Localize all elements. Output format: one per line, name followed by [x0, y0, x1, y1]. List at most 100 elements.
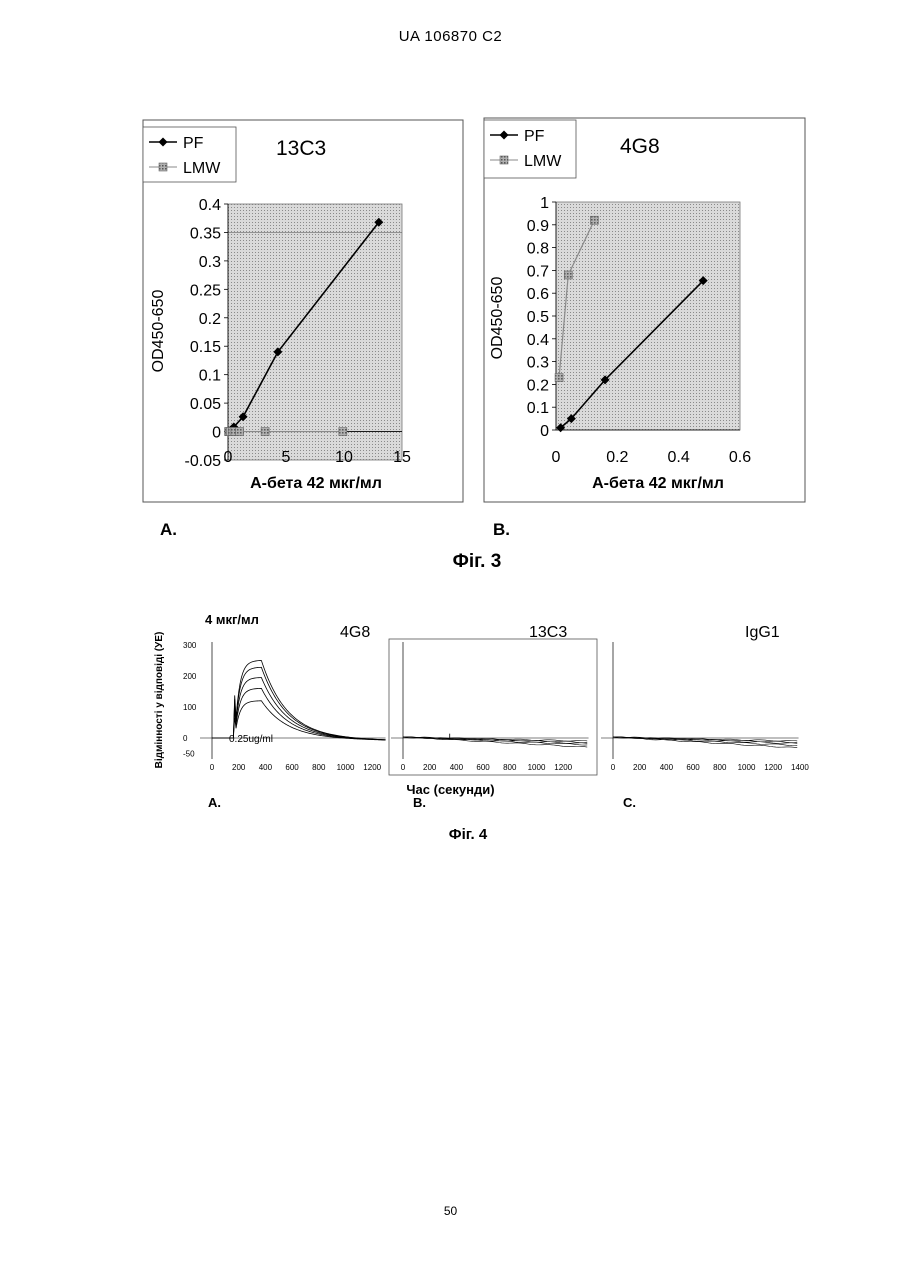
plot-area — [228, 204, 402, 460]
y-axis-label: OD450-650 — [150, 290, 167, 373]
y-tick-label: 200 — [183, 672, 197, 681]
x-tick-label: 0 — [611, 763, 616, 772]
y-tick-label: 0.3 — [199, 254, 221, 271]
y-tick-label: -0.05 — [185, 453, 222, 470]
x-tick-label: 400 — [450, 763, 464, 772]
y-tick-label: 0.9 — [527, 218, 549, 235]
figure-4-caption: Фіг. 4 — [0, 826, 901, 843]
figure-4-concentration: 4 мкг/мл — [205, 612, 259, 627]
x-tick-label: 5 — [282, 449, 291, 466]
x-tick-label: 400 — [259, 763, 273, 772]
x-tick-label: 800 — [713, 763, 727, 772]
x-tick-label: 800 — [312, 763, 326, 772]
x-tick-label: 0.2 — [606, 449, 628, 466]
data-point-lmw — [339, 428, 347, 436]
x-tick-label: 10 — [335, 449, 353, 466]
y-axis-label: Відмінності у відповіді (УЕ) — [154, 632, 165, 769]
x-tick-label: 1000 — [337, 763, 355, 772]
figure-4-xlabel: Час (секунди) — [0, 782, 901, 797]
x-tick-label: 0 — [401, 763, 406, 772]
figure-4-panel-c-label: C. — [623, 795, 636, 810]
y-tick-label: 0 — [212, 425, 221, 442]
y-tick-label: 1 — [540, 195, 549, 212]
y-tick-label: 0 — [540, 423, 549, 440]
page-number: 50 — [0, 1204, 901, 1218]
sensorgram-curve — [613, 737, 797, 748]
chart-title: 4G8 — [620, 135, 660, 158]
panel-title: 13C3 — [529, 624, 567, 641]
legend-label: LMW — [183, 160, 221, 177]
concentration-annotation: 0.25ug/ml — [229, 734, 273, 745]
figure-4-panel-a-label: A. — [208, 795, 221, 810]
x-tick-label: 800 — [503, 763, 517, 772]
x-tick-label: 1200 — [363, 763, 381, 772]
chart-spr-13c3: 0 200 400 600 800 1000 1200 13C3 — [389, 624, 597, 775]
x-tick-label: 0.4 — [668, 449, 690, 466]
x-tick-label: 200 — [232, 763, 246, 772]
panel-frame — [389, 639, 597, 775]
panel-title: IgG1 — [745, 624, 780, 641]
y-tick-label: 0.35 — [190, 225, 221, 242]
x-tick-label: 15 — [393, 449, 411, 466]
data-point-lmw — [564, 271, 572, 279]
legend-label: PF — [524, 128, 545, 145]
y-axis-label: OD450-650 — [489, 277, 506, 360]
data-point-lmw — [590, 216, 598, 224]
y-tick-label: 0.15 — [190, 339, 221, 356]
sensorgram-curve — [212, 667, 386, 739]
panel-title: 4G8 — [340, 624, 370, 641]
data-point-lmw — [236, 428, 244, 436]
y-tick-label: 0.5 — [527, 309, 549, 326]
y-tick-label: 0.6 — [527, 286, 549, 303]
x-tick-label: 0.6 — [729, 449, 751, 466]
chart-title: 13C3 — [276, 137, 326, 160]
x-tick-label: 200 — [633, 763, 647, 772]
x-tick-label: 600 — [476, 763, 490, 772]
y-tick-label: 0.8 — [527, 241, 549, 258]
x-axis-label: А-бета 42 мкг/мл — [250, 475, 382, 492]
y-tick-label: 0.3 — [527, 355, 549, 372]
y-tick-label: 0.7 — [527, 263, 549, 280]
x-tick-label: 1000 — [528, 763, 546, 772]
chart-spr-igg1: 0 200 400 600 800 1000 1200 1400 IgG1 — [601, 624, 809, 772]
x-tick-label: 600 — [285, 763, 299, 772]
figure-3-panel-b-label: B. — [493, 520, 510, 540]
x-axis-label: А-бета 42 мкг/мл — [592, 475, 724, 492]
y-tick-label: 0.2 — [527, 377, 549, 394]
y-tick-label: 0.25 — [190, 282, 221, 299]
plot-area — [556, 202, 740, 430]
legend-label: LMW — [524, 153, 562, 170]
x-tick-label: 1200 — [764, 763, 782, 772]
figure-3-caption: Фіг. 3 — [0, 551, 901, 573]
x-tick-label: 1000 — [738, 763, 756, 772]
y-tick-label: 0.1 — [527, 400, 549, 417]
x-tick-label: 400 — [660, 763, 674, 772]
figure-3-svg: -0.0500.050.10.150.20.250.30.350.4051015… — [0, 0, 901, 880]
figure-4-panel-b-label: B. — [413, 795, 426, 810]
y-tick-label: 100 — [183, 703, 197, 712]
y-tick-label: -50 — [183, 750, 195, 759]
x-tick-label: 1200 — [554, 763, 572, 772]
y-tick-label: 0.2 — [199, 311, 221, 328]
legend-marker — [159, 163, 167, 171]
chart-4g8: 0 0.1 0.2 0.3 0.4 0.5 0.6 0.7 0.8 0.9 1 0 0.2 0.4 0.6 А… — [484, 118, 805, 502]
data-point-lmw — [555, 374, 563, 382]
y-tick-label: 0.4 — [199, 197, 221, 214]
chart-spr-4g8: 0200400600800100012003002001000-504G80.2… — [154, 624, 386, 772]
legend-marker — [500, 156, 508, 164]
x-tick-label: 1400 — [791, 763, 809, 772]
x-tick-label: 200 — [423, 763, 437, 772]
legend-label: PF — [183, 135, 204, 152]
sensorgram-curve — [403, 737, 587, 747]
y-tick-label: 0.05 — [190, 396, 221, 413]
data-point-lmw — [261, 428, 269, 436]
x-tick-label: 600 — [686, 763, 700, 772]
y-tick-label: 300 — [183, 641, 197, 650]
y-tick-label: 0.1 — [199, 368, 221, 385]
x-tick-label: 0 — [552, 449, 561, 466]
figure-3-panel-a-label: A. — [160, 520, 177, 540]
y-tick-label: 0.4 — [527, 332, 549, 349]
x-tick-label: 0 — [210, 763, 215, 772]
y-tick-label: 0 — [183, 734, 188, 743]
chart-13c3: -0.0500.050.10.150.20.250.30.350.4051015… — [143, 120, 463, 502]
